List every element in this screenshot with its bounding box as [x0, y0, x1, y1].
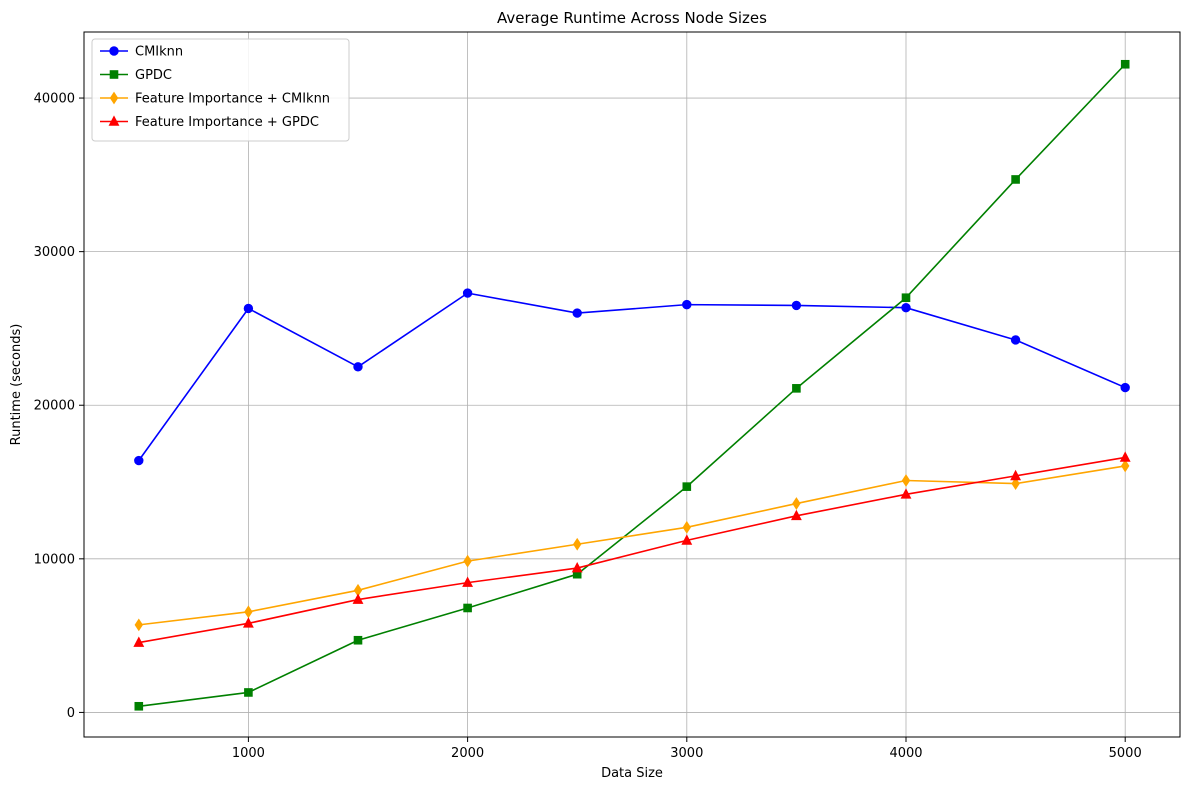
x-tick-label: 1000 [232, 746, 265, 761]
data-point-gpdc [463, 603, 472, 613]
legend-label: Feature Importance + GPDC [135, 115, 319, 130]
data-point-gpdc [244, 688, 253, 697]
legend-item-cmiknn: CMIknn [100, 45, 183, 60]
y-tick-label: 30000 [34, 245, 75, 260]
data-point-cmiknn [682, 299, 692, 310]
x-tick-label: 2000 [451, 746, 484, 761]
data-point-feature-importance-cmiknn [792, 497, 801, 510]
legend-item-feature-importance-gpdc: Feature Importance + GPDC [100, 115, 319, 130]
ticks-layer: 1000 2000 3000 4000 5000 0 10000 20000 30000 4000… [34, 92, 1142, 761]
legend: CMIknn GPDC Feature Importance + CMIknn Fea… [91, 38, 350, 142]
series-line-feature-importance-gpdc [138, 456, 1126, 644]
data-point-gpdc [901, 293, 911, 303]
data-point-gpdc [353, 635, 363, 645]
x-tick-label: 3000 [670, 746, 703, 761]
y-tick-label: 0 [67, 706, 75, 721]
legend-label: GPDC [135, 68, 172, 83]
legend-label: CMIknn [135, 45, 183, 60]
legend-label: Feature Importance + CMIknn [135, 92, 330, 107]
data-point-cmiknn [134, 455, 144, 466]
data-point-feature-importance-gpdc [352, 593, 364, 604]
series-cmiknn [134, 288, 1130, 466]
series-line-gpdc [138, 63, 1126, 708]
y-tick-label: 10000 [34, 552, 75, 567]
data-point-gpdc [792, 384, 801, 393]
data-point-feature-importance-cmiknn [463, 554, 472, 568]
x-axis-label: Data Size [601, 766, 663, 781]
data-point-cmiknn [353, 362, 363, 372]
data-point-cmiknn [572, 308, 582, 318]
legend-swatch-marker [109, 46, 119, 56]
data-point-feature-importance-cmiknn [1121, 459, 1130, 473]
plot-frame [83, 31, 1181, 738]
data-point-cmiknn [243, 303, 254, 314]
data-point-feature-importance-cmiknn [1011, 477, 1020, 490]
series-layer [133, 59, 1131, 711]
data-point-cmiknn [791, 300, 802, 311]
data-point-feature-importance-gpdc [242, 617, 254, 628]
legend-swatch-marker [109, 91, 119, 105]
data-point-feature-importance-gpdc [900, 488, 912, 499]
data-point-feature-importance-gpdc [790, 509, 802, 521]
y-tick-label: 20000 [34, 399, 75, 414]
data-point-feature-importance-gpdc [462, 576, 474, 587]
data-point-gpdc [1011, 175, 1020, 184]
data-point-feature-importance-gpdc [571, 561, 583, 573]
data-point-feature-importance-gpdc [1119, 451, 1131, 462]
data-point-feature-importance-cmiknn [573, 537, 582, 551]
data-point-feature-importance-cmiknn [134, 618, 143, 632]
data-point-feature-importance-cmiknn [682, 520, 691, 534]
legend-swatch-marker [108, 115, 120, 126]
data-point-gpdc [682, 482, 692, 491]
legend-box [91, 38, 350, 142]
data-point-gpdc [134, 701, 144, 711]
x-tick-label: 5000 [1109, 746, 1142, 761]
legend-swatch-marker [109, 70, 119, 79]
data-point-gpdc [1120, 59, 1130, 69]
legend-item-gpdc: GPDC [100, 68, 172, 83]
series-gpdc [134, 59, 1130, 711]
legend-item-feature-importance-cmiknn: Feature Importance + CMIknn [100, 92, 330, 107]
series-line-cmiknn [138, 292, 1126, 461]
data-point-cmiknn [1010, 335, 1021, 345]
data-point-feature-importance-gpdc [1010, 469, 1022, 481]
y-tick-label: 40000 [34, 92, 75, 107]
x-tick-label: 4000 [889, 746, 922, 761]
data-point-feature-importance-gpdc [133, 636, 145, 647]
series-feature-importance-gpdc [133, 451, 1131, 647]
data-point-cmiknn [1120, 382, 1130, 393]
data-point-feature-importance-cmiknn [244, 605, 253, 619]
data-point-cmiknn [462, 288, 473, 298]
chart-title: Average Runtime Across Node Sizes [497, 9, 767, 27]
series-line-feature-importance-cmiknn [138, 465, 1126, 626]
data-point-cmiknn [901, 303, 911, 313]
data-point-feature-importance-cmiknn [901, 474, 911, 487]
y-axis-label: Runtime (seconds) [9, 324, 24, 446]
series-feature-importance-cmiknn [134, 459, 1130, 632]
data-point-feature-importance-gpdc [681, 534, 693, 545]
